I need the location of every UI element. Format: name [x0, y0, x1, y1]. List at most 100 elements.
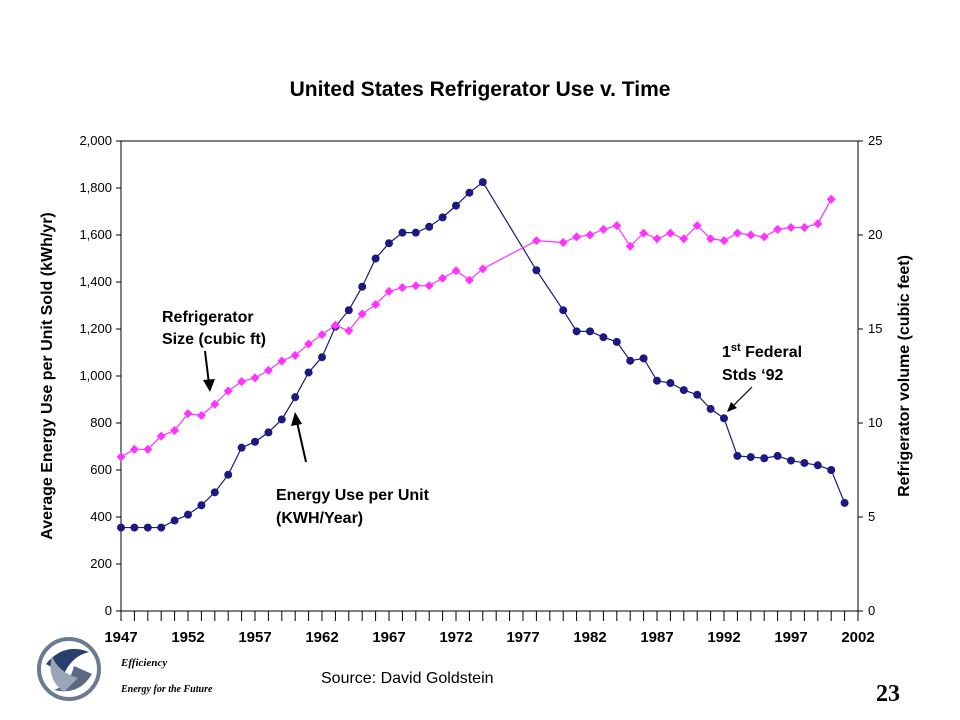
energy-point	[666, 379, 675, 388]
left-tick-label: 400	[90, 509, 112, 524]
energy-point	[184, 510, 192, 519]
size-point	[170, 426, 180, 436]
energy-point	[130, 523, 139, 532]
energy-point	[465, 188, 474, 197]
energy-point	[197, 501, 206, 510]
x-tick-label: 1972	[439, 629, 472, 646]
x-axis-ticks: 1947 1952 1957 1962 1967 1972 1977 1982 1987 1992…	[104, 611, 875, 646]
size-point	[558, 238, 568, 248]
annotation-energy-arrowhead	[291, 412, 302, 426]
right-tick-label: 5	[868, 509, 875, 524]
energy-point	[170, 516, 179, 525]
size-point	[719, 236, 729, 246]
energy-point	[693, 390, 702, 399]
energy-point	[746, 453, 755, 462]
energy-point	[117, 523, 125, 532]
x-tick-label: 1957	[238, 629, 271, 646]
size-point	[665, 228, 675, 238]
size-point	[598, 224, 608, 234]
size-point	[706, 234, 716, 244]
energy-point	[813, 461, 822, 470]
energy-point	[800, 458, 809, 467]
annotation-federal: 1st Federal Stds ‘92	[722, 342, 802, 412]
energy-point	[438, 213, 447, 222]
size-point	[612, 221, 622, 231]
energy-point	[599, 333, 608, 342]
right-tick-label: 20	[868, 227, 882, 242]
energy-point	[787, 456, 795, 465]
size-point	[692, 221, 702, 231]
size-point	[290, 350, 300, 360]
energy-point	[827, 466, 836, 474]
size-point	[223, 386, 233, 396]
energy-point	[318, 353, 326, 362]
energy-point	[706, 404, 715, 413]
x-tick-label: 1982	[573, 629, 606, 646]
size-point	[799, 222, 809, 232]
left-tick-label: 1,200	[79, 321, 112, 336]
left-tick-label: 800	[90, 415, 112, 430]
energy-point	[291, 393, 300, 402]
size-point	[330, 320, 340, 330]
energy-point	[344, 306, 353, 315]
size-point	[277, 356, 287, 366]
energy-point	[411, 228, 420, 237]
series-layer	[116, 178, 849, 532]
energy-point	[452, 201, 460, 210]
size-point	[384, 286, 394, 296]
x-tick-label: 1967	[372, 629, 405, 646]
x-tick-label: 1997	[774, 629, 807, 646]
size-point	[116, 452, 126, 462]
energy-point	[264, 428, 273, 437]
energy-point	[143, 523, 152, 532]
size-point	[759, 232, 769, 242]
energy-point	[277, 415, 286, 424]
energy-point	[626, 356, 635, 365]
size-point	[263, 365, 273, 375]
size-point	[411, 281, 421, 291]
energy-point	[679, 386, 688, 395]
energy-point	[157, 523, 166, 532]
x-tick-label: 1987	[640, 629, 673, 646]
left-tick-label: 1,000	[79, 368, 112, 383]
size-point	[196, 410, 206, 420]
energy-point	[572, 327, 581, 336]
size-point	[679, 234, 689, 244]
left-tick-label: 200	[90, 556, 112, 571]
left-tick-label: 1,600	[79, 227, 112, 242]
logo-subtitle: Energy for the Future	[121, 684, 213, 695]
size-point	[773, 224, 783, 234]
annotation-size: Refrigerator Size (cubic ft)	[162, 309, 266, 392]
energy-point	[358, 282, 367, 291]
x-tick-label: 1962	[305, 629, 338, 646]
size-point	[786, 222, 796, 232]
size-point	[572, 232, 582, 242]
energy-point	[612, 337, 621, 346]
size-point	[397, 283, 407, 293]
x-tick-label: 1992	[707, 629, 740, 646]
size-point	[639, 228, 649, 238]
energy-point	[210, 488, 219, 497]
size-point	[826, 194, 836, 204]
energy-point	[586, 327, 594, 336]
source-note: Source: David Goldstein	[321, 670, 494, 687]
energy-point	[425, 222, 434, 231]
energy-point	[639, 354, 648, 363]
right-axis-ticks: 0 5 10 15 20 25	[858, 133, 882, 618]
right-tick-label: 25	[868, 133, 882, 148]
left-tick-label: 1,800	[79, 180, 112, 195]
size-point	[732, 228, 742, 238]
annotation-federal-line2: Stds ‘92	[722, 367, 783, 384]
annotation-size-line1: Refrigerator	[162, 309, 254, 326]
size-point	[183, 409, 193, 419]
size-point	[813, 219, 823, 229]
x-tick-label: 1952	[171, 629, 204, 646]
annotation-size-arrow	[204, 350, 210, 385]
annotation-energy-line2: (KWH/Year)	[276, 510, 363, 527]
x-tick-label: 1947	[104, 629, 137, 646]
size-point	[625, 241, 635, 251]
chart-title: United States Refrigerator Use v. Time	[290, 78, 671, 101]
energy-point	[371, 254, 380, 263]
size-point	[317, 330, 327, 340]
